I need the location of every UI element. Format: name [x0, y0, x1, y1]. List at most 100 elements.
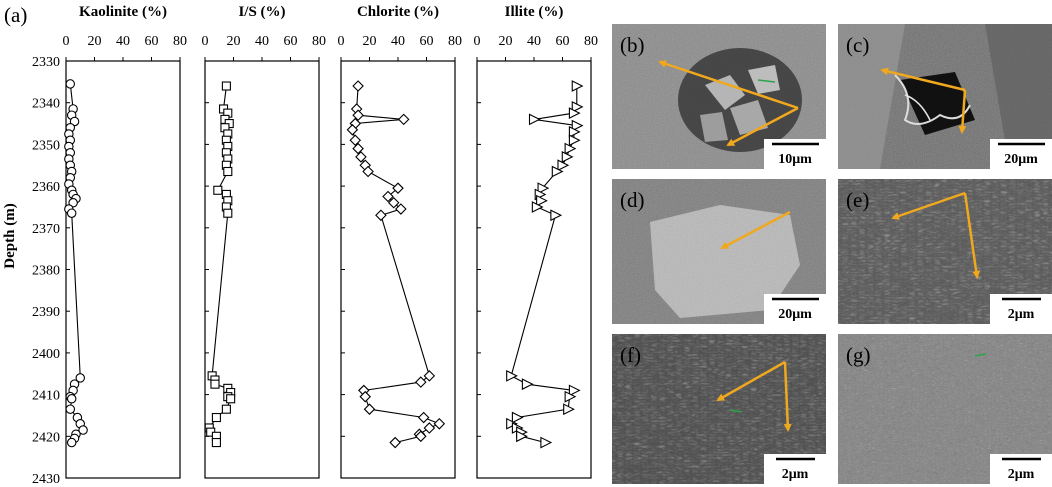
data-point	[363, 403, 376, 415]
data-point	[223, 208, 233, 218]
chart-panel-3: Chlorite (%) 0 20 40 60 80	[338, 4, 462, 479]
data-point	[568, 107, 581, 120]
x-tick-label: 60	[284, 34, 298, 49]
data-point	[221, 404, 231, 414]
data-point	[75, 373, 86, 383]
photo-c-label: (c)	[846, 33, 869, 57]
data-point	[226, 394, 236, 404]
data-point	[362, 165, 374, 178]
data-point	[352, 142, 364, 155]
x-tick-label: 40	[527, 34, 541, 49]
photo-f: 2μm (f)	[612, 334, 826, 484]
data-point	[557, 159, 570, 172]
x-tick-label: 20	[499, 34, 513, 49]
data-point	[568, 134, 581, 147]
sem-photos: 10μm (b) 20μm (c)	[612, 24, 1052, 484]
data-point	[568, 384, 581, 397]
y-tick-label: 2330	[32, 55, 60, 70]
photo-e: 2μm (e)	[838, 179, 1052, 324]
x-tick-label: 20	[227, 34, 241, 49]
data-point	[506, 369, 518, 382]
data-point	[397, 113, 410, 126]
data-point	[355, 151, 367, 163]
data-point	[516, 430, 528, 443]
x-tick-label: 0	[202, 34, 209, 49]
x-tick-label: 0	[474, 34, 481, 49]
data-point	[382, 190, 394, 203]
data-point	[349, 134, 362, 147]
photo-b: 10μm (b)	[612, 24, 826, 169]
x-tick-label: 80	[173, 34, 187, 49]
data-point	[375, 209, 387, 222]
data-point	[78, 425, 88, 435]
data-point	[417, 411, 430, 424]
data-point	[415, 376, 427, 388]
data-point	[531, 201, 544, 213]
plot-frame	[65, 60, 181, 479]
data-point	[506, 417, 518, 430]
x-tick-label: 80	[312, 34, 326, 49]
y-tick-label: 2380	[32, 264, 60, 279]
x-tick-label: 80	[448, 34, 462, 49]
photo-d-scale: 20μm	[778, 307, 812, 322]
chart-panel-1: Kaolinite (%) 0 20 40 60 80 2330 2340 2350 2360 23…	[32, 4, 187, 487]
x-tick-label: 0	[63, 34, 70, 49]
data-point	[564, 390, 577, 403]
x-tick-label: 60	[145, 34, 159, 49]
panel-label-a: (a)	[4, 3, 27, 27]
chart-panel-2: I/S (%) 0 20 40 60 80	[202, 4, 326, 479]
data-point	[521, 378, 534, 391]
data-point	[563, 403, 575, 416]
data-point	[66, 208, 77, 218]
photo-f-label: (f)	[620, 343, 641, 367]
y-tick-label: 2390	[32, 305, 60, 320]
data-point	[66, 394, 77, 404]
data-point	[392, 182, 404, 194]
data-point	[561, 151, 574, 163]
photo-c: 20μm (c)	[838, 24, 1052, 169]
data-point	[221, 81, 231, 91]
y-tick-label: 2350	[32, 138, 60, 153]
x-tick-label: 40	[391, 34, 405, 49]
panel-title: Chlorite (%)	[357, 4, 439, 20]
photo-c-scale: 20μm	[1004, 152, 1038, 167]
data-point	[511, 411, 524, 424]
panel-title: Kaolinite (%)	[79, 4, 167, 20]
data-point	[537, 182, 550, 195]
data-point	[564, 142, 577, 155]
y-tick-label: 2410	[32, 389, 60, 404]
photo-g: 2μm (g)	[838, 334, 1052, 484]
series-line	[510, 86, 578, 444]
data-point	[423, 422, 436, 434]
data-point	[352, 80, 364, 92]
data-point	[433, 418, 446, 430]
y-tick-label: 2360	[32, 180, 60, 195]
y-tick-label: 2370	[32, 222, 60, 237]
chart-panel-4: Illite (%) 0 20 40 60 80	[474, 4, 598, 479]
photo-d-label: (d)	[620, 188, 645, 212]
data-point	[65, 79, 76, 89]
photo-d: 20μm (d)	[612, 179, 826, 324]
y-axis-label: Depth (m)	[2, 203, 18, 268]
x-tick-label: 0	[338, 34, 345, 49]
photo-e-label: (e)	[846, 188, 869, 212]
data-point	[352, 109, 364, 121]
x-tick-label: 20	[88, 34, 102, 49]
data-point	[211, 412, 221, 423]
panel-title: I/S (%)	[238, 4, 285, 20]
data-point	[211, 438, 221, 448]
depth-profile-charts: Kaolinite (%) 0 20 40 60 80 2330 2340 2350 2360 23…	[32, 4, 598, 487]
x-tick-label: 80	[584, 34, 598, 49]
x-tick-label: 40	[255, 34, 269, 49]
photo-g-label: (g)	[846, 343, 871, 367]
photo-e-scale: 2μm	[1008, 307, 1035, 322]
x-tick-label: 40	[116, 34, 130, 49]
data-point	[210, 379, 220, 389]
y-tick-label: 2430	[32, 472, 60, 487]
data-point	[568, 126, 581, 138]
photo-b-label: (b)	[620, 33, 645, 57]
data-point	[536, 194, 548, 207]
x-tick-label: 60	[556, 34, 570, 49]
data-point	[359, 390, 372, 403]
